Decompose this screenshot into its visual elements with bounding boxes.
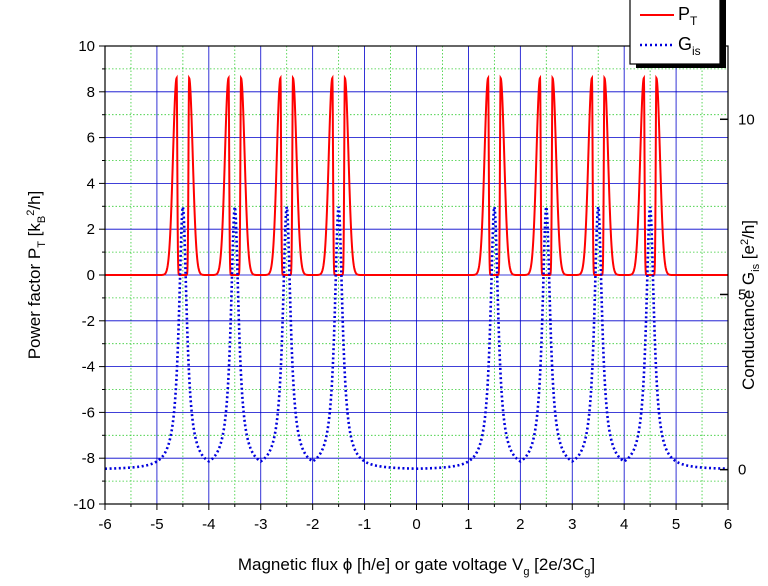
y-tick-label-left: -2 xyxy=(82,313,95,330)
x-tick-label: -1 xyxy=(358,516,371,533)
x-axis-label: Magnetic flux ϕ [h/e] or gate voltage Vg… xyxy=(238,555,595,578)
y-tick-label-left: 0 xyxy=(87,267,95,284)
legend: PT Gis xyxy=(629,0,726,68)
x-tick-label: -2 xyxy=(306,516,319,533)
x-tick-label: 6 xyxy=(724,516,732,533)
series-layer xyxy=(104,74,729,471)
y-axis-label-left: Power factor PT [kB2/h] xyxy=(25,191,48,360)
y-tick-label-left: -6 xyxy=(82,404,95,421)
legend-box xyxy=(629,0,721,65)
x-tick-label: -5 xyxy=(150,516,163,533)
y-axis-label-right: Conductance Gis [e2/h] xyxy=(739,220,762,390)
y-tick-label-left: 2 xyxy=(87,221,95,238)
x-tick-label: 4 xyxy=(620,516,628,533)
legend-label-gis: Gis xyxy=(678,34,701,58)
y-tick-label-right: 10 xyxy=(738,111,755,128)
y-tick-label-left: -8 xyxy=(82,450,95,467)
x-tick-label: -3 xyxy=(254,516,267,533)
series-gis-line xyxy=(104,206,729,471)
x-tick-label: 2 xyxy=(516,516,524,533)
x-tick-label: 1 xyxy=(464,516,472,533)
y-tick-label-left: 4 xyxy=(87,175,95,192)
y-tick-label-left: -4 xyxy=(82,359,95,376)
series-pt-line xyxy=(105,74,728,276)
x-tick-label: 3 xyxy=(568,516,576,533)
legend-label-pt: PT xyxy=(678,4,698,28)
x-tick-label: 0 xyxy=(412,516,420,533)
y-tick-label-right: 0 xyxy=(738,462,746,479)
x-tick-label: 5 xyxy=(672,516,680,533)
y-tick-label-left: 8 xyxy=(87,84,95,101)
y-tick-label-right: 5 xyxy=(738,286,746,303)
y-tick-label-left: 10 xyxy=(78,38,95,55)
y-tick-label-left: -10 xyxy=(73,496,95,513)
y-tick-label-left: 6 xyxy=(87,130,95,147)
x-tick-label: -6 xyxy=(98,516,111,533)
x-tick-label: -4 xyxy=(202,516,215,533)
axis-ticks: -6 -5 -4 -3 -2 -1 0 1 2 3 4 5 6-10-8-6-4-20246810051… xyxy=(73,38,754,533)
